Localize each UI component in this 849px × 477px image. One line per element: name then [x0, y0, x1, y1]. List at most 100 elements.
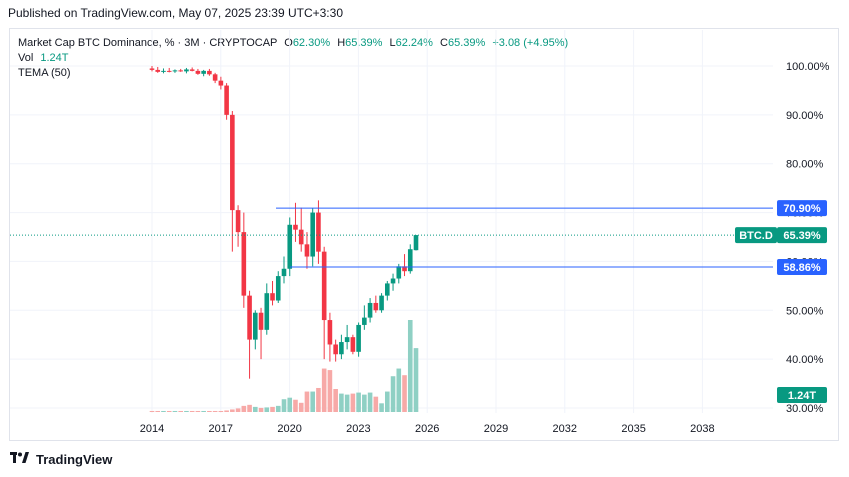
candle-body — [373, 302, 379, 311]
volume-bar — [258, 407, 264, 412]
candle-body — [339, 342, 344, 355]
candle-body — [270, 293, 275, 301]
candle-body — [362, 317, 367, 325]
y-tick-label: 90.00% — [786, 110, 824, 122]
footer-brand[interactable]: TradingView — [10, 452, 112, 467]
candle-body — [321, 251, 327, 321]
volume-bar — [396, 368, 402, 412]
volume-bar — [235, 408, 241, 412]
candle-body — [230, 114, 235, 211]
volume-bar — [184, 410, 189, 412]
volume-bar — [224, 410, 229, 412]
volume-bar — [339, 393, 344, 412]
volume-bar — [155, 410, 161, 412]
legend-tema-row: TEMA (50) — [18, 66, 568, 81]
footer-brand-label: TradingView — [36, 452, 113, 467]
volume-bar — [270, 406, 275, 412]
candle-body — [316, 212, 321, 252]
x-tick-label: 2017 — [209, 423, 233, 435]
x-tick-label: 2020 — [277, 423, 301, 435]
last-price-badge: 65.39% — [783, 230, 821, 242]
legend-open-value: 62.30% — [292, 37, 331, 49]
volume-bar — [195, 410, 201, 412]
volume-badge: 1.24T — [788, 390, 816, 402]
candle-body — [298, 229, 304, 245]
volume-bar — [316, 387, 321, 412]
y-tick-label: 50.00% — [786, 305, 824, 317]
x-tick-label: 2014 — [140, 423, 164, 435]
legend-volume-label[interactable]: Vol — [18, 52, 34, 64]
candle-body — [413, 235, 419, 251]
volume-bar — [161, 410, 166, 412]
x-tick-label: 2026 — [415, 423, 439, 435]
candle-body — [247, 295, 252, 340]
volume-bar — [178, 410, 183, 412]
published-caption: Published on TradingView.com, May 07, 20… — [8, 6, 343, 20]
candle-body — [344, 337, 350, 343]
volume-bar — [189, 410, 195, 412]
candle-body — [367, 302, 373, 318]
volume-bar — [149, 410, 155, 412]
candle-body — [350, 337, 356, 352]
candle-body — [184, 69, 189, 72]
candle-body — [396, 266, 402, 279]
candle-body — [258, 312, 264, 330]
upper-level-badge: 70.90% — [783, 203, 821, 215]
legend-high-value: 65.39% — [345, 37, 383, 49]
legend-tema-label[interactable]: TEMA (50) — [18, 67, 71, 79]
candle-body — [304, 244, 310, 257]
candle-body — [178, 70, 183, 72]
candle-body — [287, 224, 293, 269]
x-tick-label: 2038 — [690, 423, 714, 435]
candle-body — [264, 293, 270, 330]
volume-bar — [373, 396, 379, 412]
legend-close-label: C — [440, 37, 448, 49]
volume-bar — [310, 391, 315, 412]
volume-bar — [362, 394, 367, 412]
volume-bar — [201, 410, 206, 412]
candle-body — [293, 224, 298, 230]
volume-bar — [344, 394, 350, 412]
volume-bar — [241, 405, 247, 412]
candle-body — [189, 69, 195, 71]
last-price-badge-bg — [777, 227, 827, 244]
volume-bar — [230, 409, 235, 412]
volume-bar — [212, 410, 218, 412]
candle-body — [166, 70, 172, 72]
volume-bar — [367, 392, 373, 412]
candle-body — [379, 295, 384, 311]
candle-body — [402, 266, 407, 272]
volume-bar — [356, 392, 361, 412]
candle-body — [275, 276, 281, 301]
y-tick-label: 30.00% — [786, 403, 824, 415]
legend-symbol-row: Market Cap BTC Dominance, % · 3M · CRYPT… — [18, 36, 568, 51]
legend-close-value: 65.39% — [447, 37, 486, 49]
volume-bar — [247, 404, 252, 412]
candle-body — [207, 70, 212, 75]
upper-level-badge-bg — [777, 200, 827, 217]
legend-low-label: L — [389, 37, 396, 49]
candle-body — [149, 68, 155, 70]
volume-bar — [333, 389, 338, 412]
volume-bar — [407, 320, 413, 412]
legend-change: +3.08 (+4.95%) — [492, 37, 569, 49]
candle-body — [218, 80, 224, 86]
y-tick-label: 100.00% — [786, 61, 830, 73]
candle-body — [253, 312, 258, 340]
candle-body — [241, 232, 247, 296]
legend-volume-value: 1.24T — [40, 52, 69, 64]
volume-bar — [379, 403, 384, 412]
volume-bar — [350, 393, 356, 412]
volume-bar — [275, 405, 281, 412]
volume-bar — [218, 410, 224, 412]
legend-symbol[interactable]: Market Cap BTC Dominance, % · 3M · CRYPT… — [18, 37, 278, 49]
volume-bar — [413, 348, 419, 412]
volume-bar — [327, 370, 333, 412]
candle-body — [195, 70, 201, 74]
candle-body — [224, 85, 229, 115]
candle-body — [327, 320, 333, 345]
candle-body — [310, 212, 315, 257]
x-tick-label: 2023 — [346, 423, 370, 435]
volume-bar — [293, 399, 298, 412]
